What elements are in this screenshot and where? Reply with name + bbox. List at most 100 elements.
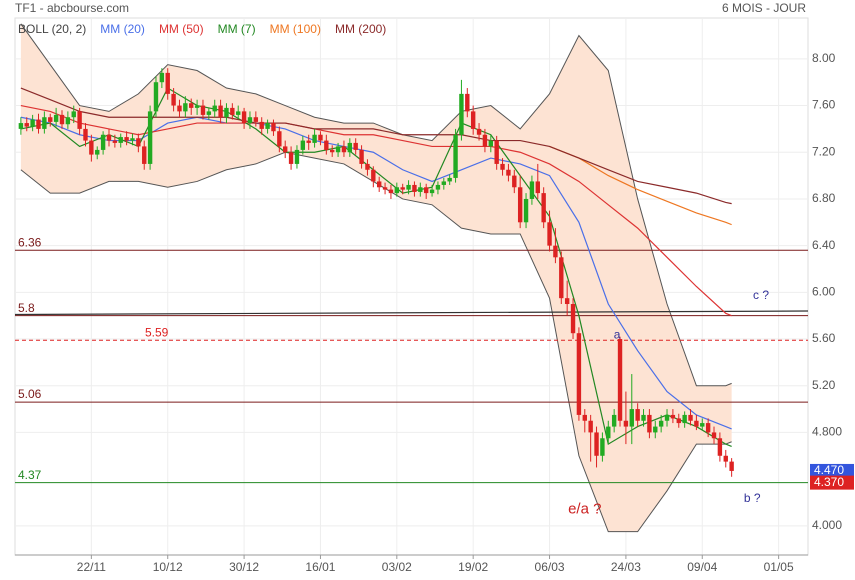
level-label: 5.59 bbox=[145, 325, 169, 339]
candle-body bbox=[606, 426, 611, 439]
candle-body bbox=[271, 123, 276, 132]
candle-body bbox=[629, 409, 634, 427]
legend-entry: MM (7) bbox=[218, 22, 256, 36]
trend-line bbox=[14, 310, 809, 316]
candle-body bbox=[564, 298, 570, 305]
candle-body bbox=[371, 169, 376, 182]
candle-body bbox=[118, 137, 123, 143]
candle-body bbox=[517, 187, 523, 223]
candle-body bbox=[324, 140, 329, 150]
candle-body bbox=[171, 93, 176, 106]
candle-body bbox=[353, 142, 358, 150]
legend-entry: MM (100) bbox=[270, 22, 321, 36]
candle-body bbox=[541, 193, 546, 223]
candle-body bbox=[559, 257, 564, 299]
candle-body bbox=[365, 163, 370, 170]
candle-body bbox=[635, 409, 640, 421]
candle-body bbox=[218, 105, 223, 118]
candle-body bbox=[335, 146, 341, 153]
y-tick-label: 6.40 bbox=[812, 238, 836, 252]
candle-body bbox=[470, 111, 476, 129]
candle-body bbox=[459, 93, 464, 135]
band-lower bbox=[20, 151, 732, 533]
annotation: a bbox=[614, 328, 621, 342]
candle-body bbox=[465, 93, 470, 112]
candle-body bbox=[300, 140, 306, 150]
level-label: 5.8 bbox=[18, 301, 35, 315]
candle-body bbox=[570, 304, 576, 334]
candle-body bbox=[376, 181, 382, 188]
candle-body bbox=[482, 134, 488, 147]
candle-body bbox=[183, 103, 188, 112]
candle-body bbox=[682, 414, 687, 424]
y-tick-label: 4.000 bbox=[812, 518, 842, 532]
candle-body bbox=[476, 128, 482, 135]
candle-body bbox=[535, 181, 540, 194]
candle-body bbox=[423, 187, 429, 194]
candle-body bbox=[312, 134, 317, 143]
candle-body bbox=[177, 105, 182, 112]
candle-body bbox=[48, 117, 53, 122]
candle-body bbox=[153, 82, 159, 112]
candle-body bbox=[42, 117, 47, 129]
candle-body bbox=[623, 420, 629, 427]
candle-body bbox=[594, 432, 599, 456]
candle-body bbox=[100, 134, 106, 150]
candle-body bbox=[494, 140, 499, 164]
candle-body bbox=[711, 432, 717, 439]
candle-body bbox=[641, 414, 646, 421]
candle-body bbox=[658, 420, 664, 427]
candle-body bbox=[142, 146, 147, 164]
candle-body bbox=[394, 187, 400, 194]
candle-body bbox=[106, 134, 112, 141]
candle-body bbox=[236, 111, 241, 115]
y-tick-label: 7.20 bbox=[812, 144, 836, 158]
candle-body bbox=[576, 333, 582, 415]
y-tick-label: 7.60 bbox=[812, 98, 836, 112]
annotation: b ? bbox=[744, 491, 761, 505]
price-tag-label: 4.370 bbox=[814, 475, 844, 489]
candle-body bbox=[71, 111, 76, 118]
y-tick-label: 5.20 bbox=[812, 378, 836, 392]
candle-body bbox=[600, 438, 605, 456]
candle-body bbox=[717, 438, 723, 456]
x-tick-label: 30/12 bbox=[229, 560, 259, 574]
legend-entry: MM (50) bbox=[159, 22, 204, 36]
candle-body bbox=[83, 128, 88, 141]
price-tag bbox=[810, 475, 854, 490]
x-tick-label: 19/02 bbox=[458, 560, 488, 574]
candle-body bbox=[359, 149, 364, 164]
candle-body bbox=[136, 138, 141, 147]
candle-body bbox=[435, 184, 441, 190]
chart-subtitle: 6 MOIS - JOUR bbox=[722, 1, 806, 15]
candle-body bbox=[664, 414, 670, 421]
candle-body bbox=[95, 149, 100, 155]
candle-body bbox=[670, 414, 676, 419]
moving-average bbox=[20, 87, 732, 447]
candle-body bbox=[36, 119, 41, 129]
candle-body bbox=[253, 117, 259, 122]
y-tick-label: 8.00 bbox=[812, 51, 836, 65]
candle-body bbox=[30, 119, 35, 127]
candle-body bbox=[124, 137, 129, 141]
x-tick-label: 16/01 bbox=[305, 560, 335, 574]
candle-body bbox=[59, 114, 65, 125]
candle-body bbox=[412, 184, 417, 192]
candle-body bbox=[89, 140, 94, 155]
annotation: e/a ? bbox=[568, 500, 601, 517]
candle-body bbox=[647, 414, 652, 433]
candle-body bbox=[512, 175, 517, 188]
candle-body bbox=[24, 123, 29, 127]
candle-body bbox=[306, 140, 311, 143]
candle-body bbox=[400, 187, 405, 190]
candle-body bbox=[406, 184, 411, 190]
candle-body bbox=[277, 131, 282, 147]
candle-body bbox=[418, 187, 423, 192]
candle-body bbox=[500, 163, 505, 170]
y-tick-label: 5.60 bbox=[812, 331, 836, 345]
candle-body bbox=[694, 420, 699, 427]
candle-body bbox=[729, 461, 734, 471]
candle-body bbox=[341, 146, 347, 153]
x-tick-label: 06/03 bbox=[535, 560, 565, 574]
candle-body bbox=[582, 414, 587, 421]
